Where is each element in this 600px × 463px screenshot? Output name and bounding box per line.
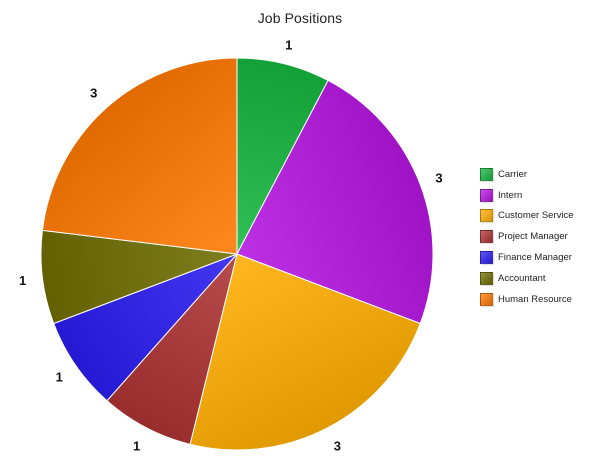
pie-slice-intern [236,79,434,325]
legend-swatch-customer-service [480,209,493,223]
legend-item-project-manager: Project Manager [480,226,574,247]
data-label-accountant: 1 [19,273,26,288]
legend-swatch-project-manager [480,230,493,244]
data-label-human-resource: 3 [90,85,97,100]
pie-slice-customer-service [189,253,421,451]
legend-item-human-resource: Human Resource [480,289,574,310]
legend-label-finance-manager: Finance Manager [498,252,572,264]
legend-label-human-resource: Human Resource [498,293,572,305]
chart-legend: Carrier Intern Customer Service Project Man… [480,164,574,310]
data-label-intern: 3 [435,170,442,185]
legend-item-carrier: Carrier [480,164,574,185]
pie-slice-accountant [40,229,238,325]
data-label-finance-manager: 1 [56,370,63,385]
legend-label-intern: Intern [498,189,523,201]
legend-item-intern: Intern [480,185,574,206]
legend-swatch-carrier [480,167,493,181]
legend-swatch-finance-manager [480,251,493,265]
legend-label-customer-service: Customer Service [498,210,574,222]
legend-swatch-human-resource [480,292,493,306]
pie-slice-finance-manager [53,253,238,402]
legend-swatch-intern [480,188,493,202]
pie-data-labels: 1 3 3 1 1 1 3 [19,37,443,453]
legend-swatch-accountant [480,271,493,285]
chart-title: Job Positions [257,10,343,26]
data-label-customer-service: 3 [334,438,341,453]
legend-item-accountant: Accountant [480,268,574,289]
pie-slice-carrier [236,57,329,255]
pie-slice-human-resource [41,57,238,255]
pie-slices [40,57,434,451]
legend-label-carrier: Carrier [498,168,528,180]
data-label-carrier: 1 [285,37,292,52]
legend-item-finance-manager: Finance Manager [480,247,574,268]
legend-item-customer-service: Customer Service [480,206,574,227]
data-label-project-manager: 1 [133,438,140,453]
legend-label-accountant: Accountant [498,272,546,284]
legend-label-project-manager: Project Manager [498,231,568,243]
pie-slice-project-manager [106,253,238,445]
